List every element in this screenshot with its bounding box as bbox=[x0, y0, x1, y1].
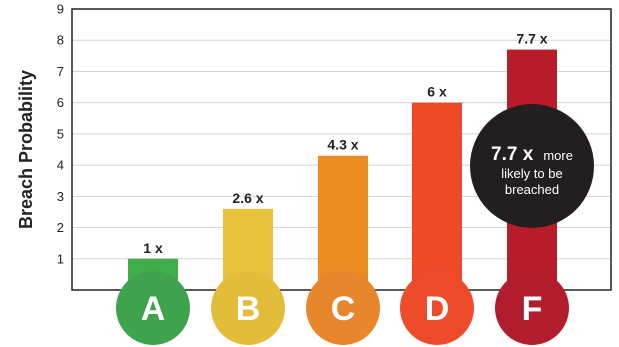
callout-line-1: 7.7 x more bbox=[491, 144, 573, 165]
y-tick-label: 9 bbox=[57, 2, 64, 17]
y-tick-label: 3 bbox=[57, 189, 64, 204]
data-label: 2.6 x bbox=[232, 190, 263, 206]
grade-letter: C bbox=[331, 290, 356, 328]
callout-text-2: likely to be bbox=[501, 166, 562, 181]
y-tick-label: 7 bbox=[57, 64, 64, 79]
grade-badge-circle bbox=[306, 271, 380, 345]
grade-letter: D bbox=[425, 290, 450, 328]
y-tick-label: 6 bbox=[57, 95, 64, 110]
y-tick-label: 1 bbox=[57, 251, 64, 266]
data-label: 7.7 x bbox=[516, 31, 547, 47]
grade-badge-circle bbox=[400, 271, 474, 345]
grade-badge: F bbox=[495, 271, 569, 345]
data-label: 1 x bbox=[143, 240, 163, 256]
grade-badge-circle bbox=[116, 271, 190, 345]
grade-badge: A bbox=[116, 271, 190, 345]
y-tick-label: 4 bbox=[57, 158, 64, 173]
callout-bubble: 7.7 x more likely to be breached bbox=[470, 104, 594, 228]
grade-badge-circle bbox=[211, 271, 285, 345]
callout-highlight: 7.7 x bbox=[491, 144, 534, 165]
y-tick-label: 5 bbox=[57, 126, 64, 141]
data-labels: 1 x 2.6 x 4.3 x 6 x 7.7 x bbox=[143, 31, 548, 256]
y-tick-label: 8 bbox=[57, 33, 64, 48]
grade-letter: A bbox=[141, 290, 166, 328]
data-label: 6 x bbox=[427, 84, 447, 100]
grade-badge-circle bbox=[495, 271, 569, 345]
data-label: 4.3 x bbox=[327, 137, 358, 153]
callout-text-3: breached bbox=[505, 182, 559, 197]
callout-text-1: more bbox=[543, 148, 573, 163]
grade-badge: D bbox=[400, 271, 474, 345]
grade-letter: F bbox=[522, 290, 543, 328]
y-axis-label: Breach Probability bbox=[16, 70, 36, 229]
bar bbox=[318, 155, 368, 290]
grade-letter: B bbox=[236, 290, 261, 328]
y-axis-tick-labels: 1 2 3 4 5 6 7 8 9 bbox=[57, 2, 64, 267]
y-tick-label: 2 bbox=[57, 220, 64, 235]
callout-circle bbox=[470, 104, 594, 228]
grade-badge: B bbox=[211, 271, 285, 345]
bar bbox=[412, 102, 462, 291]
grade-badge: C bbox=[306, 271, 380, 345]
